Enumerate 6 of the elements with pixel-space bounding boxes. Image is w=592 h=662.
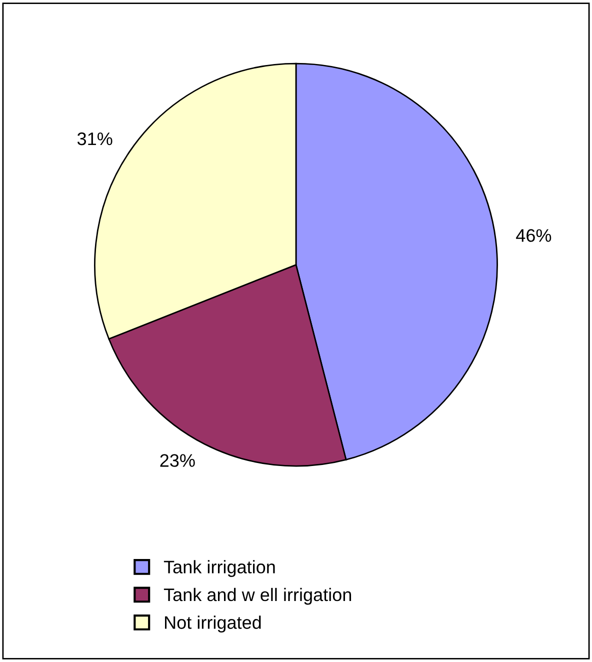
data-label: 23% bbox=[160, 454, 195, 467]
data-label: 31% bbox=[77, 132, 112, 146]
legend-label: Tank and w ell irrigation bbox=[164, 588, 352, 605]
legend-label: Tank irrigation bbox=[164, 560, 275, 577]
legend-label: Not irrigated bbox=[165, 616, 261, 633]
data-label: 46% bbox=[516, 229, 552, 242]
